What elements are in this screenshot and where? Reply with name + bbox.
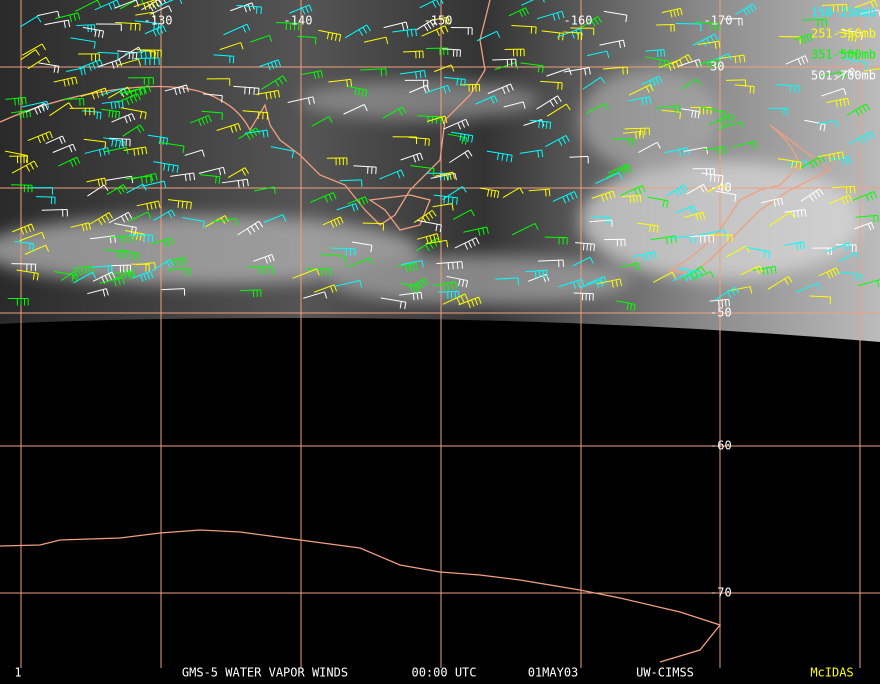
barb-feather bbox=[425, 139, 426, 146]
barb-feather bbox=[549, 189, 550, 196]
latitude-label: -70 bbox=[710, 586, 732, 600]
barb-feather bbox=[461, 79, 462, 86]
barb-feather bbox=[583, 243, 584, 250]
barb-feather bbox=[133, 52, 134, 59]
barb-feather bbox=[465, 79, 466, 86]
footer-product: GMS-5 WATER VAPOR WINDS bbox=[182, 666, 348, 680]
longitude-label: -170 bbox=[704, 14, 733, 28]
barb-staff bbox=[625, 128, 650, 129]
barb-feather bbox=[546, 122, 547, 129]
barb-feather bbox=[97, 112, 98, 119]
barb-feather bbox=[258, 112, 259, 119]
barb-staff bbox=[112, 265, 131, 266]
barb-feather bbox=[222, 96, 223, 103]
barb-feather bbox=[539, 121, 540, 128]
barb-feather bbox=[448, 263, 449, 270]
barb-feather bbox=[640, 195, 641, 202]
barb-feather bbox=[108, 266, 109, 273]
barb-staff bbox=[11, 185, 32, 186]
barb-staff bbox=[574, 293, 594, 294]
barb-staff bbox=[129, 235, 152, 236]
barb-feather bbox=[429, 139, 430, 146]
legend-entry: 501-700mb bbox=[811, 69, 876, 83]
barb-feather bbox=[344, 256, 345, 263]
barb-feather bbox=[125, 236, 126, 243]
barb-feather bbox=[263, 112, 264, 119]
barb-feather bbox=[267, 113, 268, 120]
barb-feather bbox=[546, 189, 547, 196]
barb-feather bbox=[587, 244, 588, 251]
latitude-label: -50 bbox=[710, 306, 732, 320]
barb-feather bbox=[15, 99, 16, 106]
barb-feather bbox=[100, 112, 101, 119]
barb-feather bbox=[637, 195, 638, 202]
footer-frame: 1 bbox=[14, 666, 21, 680]
barb-staff bbox=[331, 248, 355, 249]
barb-feather bbox=[633, 196, 634, 203]
longitude-label: -130 bbox=[144, 14, 173, 28]
barb-feather bbox=[462, 262, 463, 269]
barb-feather bbox=[594, 244, 595, 251]
barb-feather bbox=[627, 67, 628, 74]
barb-feather bbox=[457, 79, 458, 86]
barb-feather bbox=[795, 86, 796, 93]
barb-feather bbox=[623, 67, 624, 74]
barb-feather bbox=[222, 113, 223, 120]
barb-feather bbox=[754, 86, 755, 93]
footer-system: McIDAS bbox=[810, 666, 853, 680]
latitude-label: 30 bbox=[710, 60, 724, 74]
footer-source: UW-CIMSS bbox=[636, 666, 694, 680]
barb-feather bbox=[661, 50, 662, 57]
barb-feather bbox=[22, 98, 23, 105]
barb-staff bbox=[726, 80, 745, 81]
barb-feather bbox=[112, 266, 113, 273]
barb-feather bbox=[25, 97, 26, 104]
barb-feather bbox=[134, 235, 135, 242]
barb-feather bbox=[254, 88, 255, 95]
barb-feather bbox=[799, 86, 800, 93]
barb-feather bbox=[18, 98, 19, 105]
barb-feather bbox=[453, 262, 454, 269]
barb-feather bbox=[121, 236, 122, 243]
barb-feather bbox=[790, 85, 791, 92]
barb-feather bbox=[657, 50, 658, 57]
barb-feather bbox=[664, 50, 665, 57]
barb-feather bbox=[874, 216, 875, 223]
barb-staff bbox=[676, 23, 701, 24]
barb-feather bbox=[245, 87, 246, 94]
legend-entry: 351-500mb bbox=[811, 48, 876, 62]
barb-feather bbox=[129, 52, 130, 59]
barb-feather bbox=[612, 220, 613, 227]
barb-feather bbox=[249, 88, 250, 95]
barb-feather bbox=[590, 244, 591, 251]
longitude-label: -150 bbox=[424, 14, 453, 28]
barb-feather bbox=[457, 262, 458, 269]
barb-feather bbox=[129, 236, 130, 243]
barb-feather bbox=[878, 215, 879, 222]
barb-staff bbox=[545, 237, 567, 238]
barb-feather bbox=[550, 122, 551, 129]
latitude-label: -40 bbox=[710, 181, 732, 195]
barb-feather bbox=[543, 121, 544, 128]
barb-feather bbox=[136, 53, 137, 60]
longitude-label: -160 bbox=[564, 14, 593, 28]
barb-feather bbox=[630, 196, 631, 203]
barb-staff bbox=[460, 84, 479, 85]
footer-date: 01MAY03 bbox=[528, 666, 579, 680]
barb-feather bbox=[750, 86, 751, 93]
footer-time: 00:00 UTC bbox=[411, 666, 476, 680]
latitude-label: -60 bbox=[710, 439, 732, 453]
legend-entry: 251-350mb bbox=[811, 27, 876, 41]
barb-feather bbox=[680, 112, 681, 119]
longitude-label: -140 bbox=[284, 14, 313, 28]
legend-entry: 150-250mb bbox=[811, 6, 876, 20]
